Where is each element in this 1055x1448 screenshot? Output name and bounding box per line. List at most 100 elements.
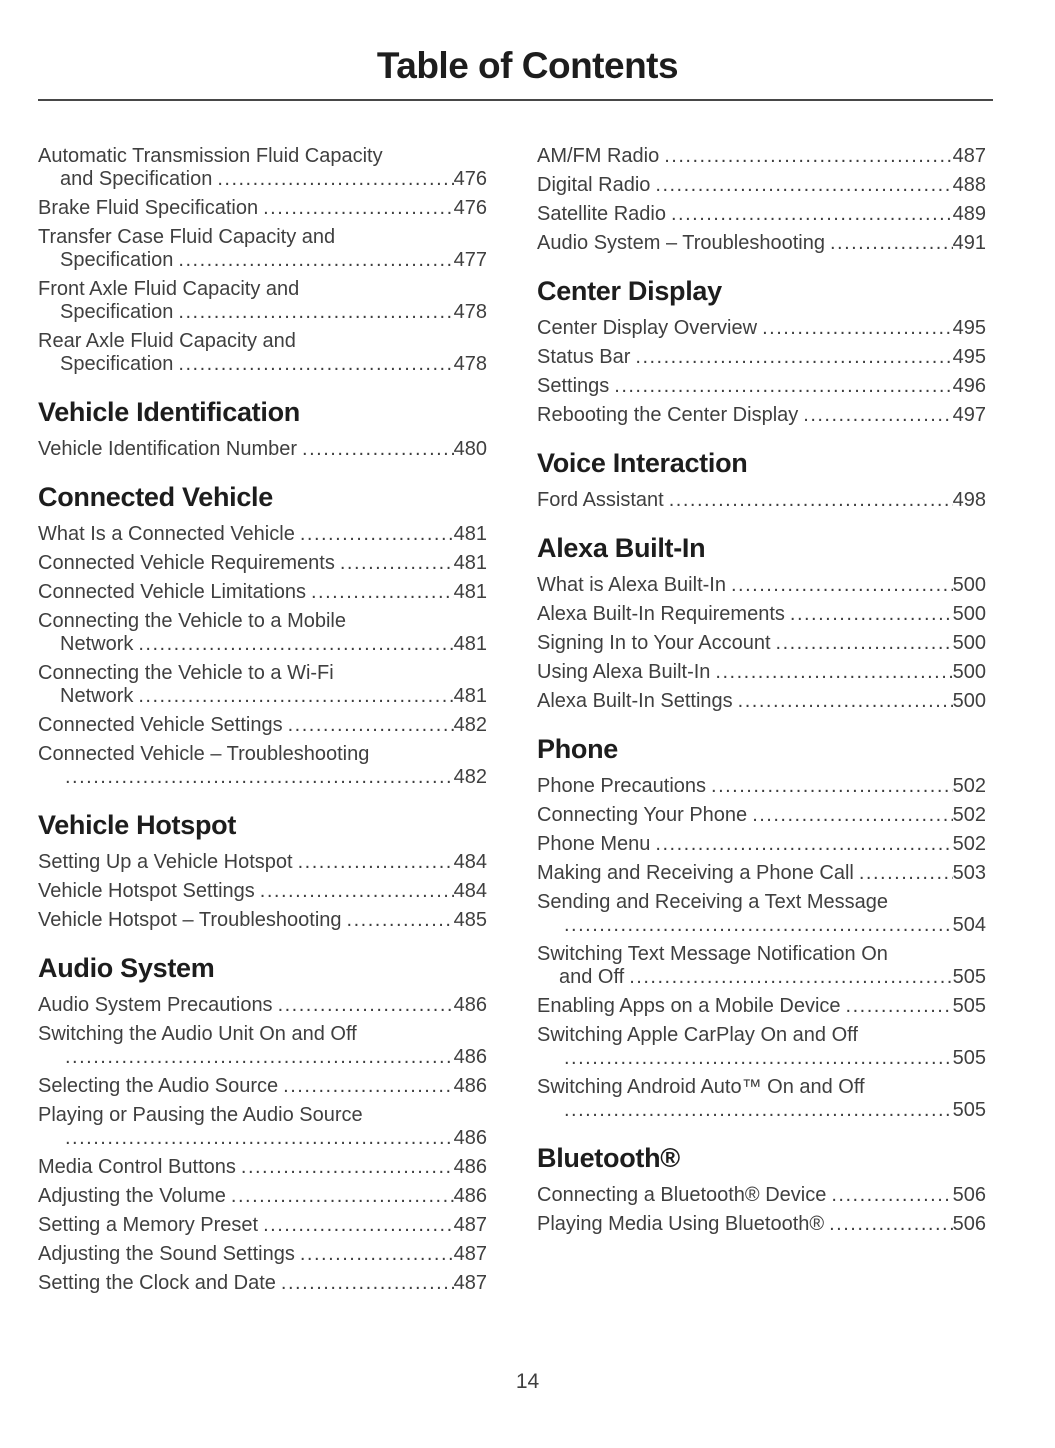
section-heading: Center Display bbox=[537, 276, 722, 306]
toc-entry-line: Setting the Clock and Date 487 bbox=[38, 1272, 487, 1295]
toc-entry: Front Axle Fluid Capacity and Specificati… bbox=[38, 278, 487, 324]
page-ref: 505 bbox=[952, 966, 986, 988]
page-ref: 491 bbox=[952, 232, 986, 254]
page-ref: 506 bbox=[952, 1184, 986, 1206]
toc-entry: Settings 496 bbox=[537, 375, 986, 398]
dotted-leader bbox=[241, 1156, 454, 1179]
entry-title: Connecting a Bluetooth® Device bbox=[537, 1184, 827, 1206]
toc-entry: Switching the Audio Unit On and Off 486 bbox=[38, 1023, 487, 1069]
toc-entry: Signing In to Your Account 500 bbox=[537, 632, 986, 655]
dotted-leader bbox=[65, 1046, 454, 1069]
page-ref: 487 bbox=[453, 1243, 487, 1265]
toc-entry: Adjusting the Sound Settings 487 bbox=[38, 1243, 487, 1266]
page-ref: 495 bbox=[952, 317, 986, 339]
dotted-leader bbox=[831, 1184, 952, 1207]
toc-entry-line: Adjusting the Volume 486 bbox=[38, 1185, 487, 1208]
entry-title: Audio System – Troubleshooting bbox=[537, 232, 825, 254]
toc-entry-line: Playing or Pausing the Audio Source bbox=[38, 1104, 487, 1127]
page-ref: 500 bbox=[952, 661, 986, 683]
toc-entry-line: Digital Radio 488 bbox=[537, 174, 986, 197]
toc-entry-line: Connecting Your Phone 502 bbox=[537, 804, 986, 827]
toc-entry-line: Using Alexa Built-In 500 bbox=[537, 661, 986, 684]
dotted-leader bbox=[283, 1075, 453, 1098]
dotted-leader bbox=[655, 833, 952, 856]
entry-title: Connecting the Vehicle to a Wi-Fi bbox=[38, 662, 334, 684]
page-ref: 484 bbox=[453, 880, 487, 902]
toc-entry-line: Brake Fluid Specification 476 bbox=[38, 197, 487, 220]
toc-entry: Automatic Transmission Fluid Capacity and… bbox=[38, 145, 487, 191]
dotted-leader bbox=[711, 775, 953, 798]
toc-entry-line: Sending and Receiving a Text Message bbox=[537, 891, 986, 914]
dotted-leader bbox=[629, 966, 952, 989]
toc-entry: Playing or Pausing the Audio Source 486 bbox=[38, 1104, 487, 1150]
toc-entry-line: Switching the Audio Unit On and Off bbox=[38, 1023, 487, 1046]
toc-entry: Setting the Clock and Date 487 bbox=[38, 1272, 487, 1295]
toc-entry-line: Rebooting the Center Display 497 bbox=[537, 404, 986, 427]
toc-entry: Rebooting the Center Display 497 bbox=[537, 404, 986, 427]
toc-entry: Connected Vehicle Limitations 481 bbox=[38, 581, 487, 604]
page-ref: 505 bbox=[952, 995, 986, 1017]
dotted-leader bbox=[762, 317, 953, 340]
entry-title: Signing In to Your Account bbox=[537, 632, 771, 654]
page-ref: 485 bbox=[453, 909, 487, 931]
entry-title: What Is a Connected Vehicle bbox=[38, 523, 295, 545]
entry-title: What is Alexa Built-In bbox=[537, 574, 726, 596]
section-heading: Audio System bbox=[38, 953, 215, 983]
toc-entry-line: What Is a Connected Vehicle 481 bbox=[38, 523, 487, 546]
toc-entry: Setting a Memory Preset 487 bbox=[38, 1214, 487, 1237]
page-ref: 478 bbox=[453, 353, 487, 375]
entry-title: Media Control Buttons bbox=[38, 1156, 236, 1178]
toc-entry: Connecting the Vehicle to a Wi-Fi Network… bbox=[38, 662, 487, 708]
toc-entry: Connecting the Vehicle to a Mobile Networ… bbox=[38, 610, 487, 656]
toc-entry-line: and Specification 476 bbox=[38, 168, 487, 191]
entry-title: Connecting Your Phone bbox=[537, 804, 748, 826]
toc-entry-line: Ford Assistant 498 bbox=[537, 489, 986, 512]
dotted-leader bbox=[260, 880, 454, 903]
toc-entry: Switching Text Message Notification On an… bbox=[537, 943, 986, 989]
toc-entry-line: Connected Vehicle Requirements 481 bbox=[38, 552, 487, 575]
page-ref: 476 bbox=[453, 168, 487, 190]
dotted-leader bbox=[178, 249, 453, 272]
page-ref: 482 bbox=[453, 714, 487, 736]
toc-entry: What Is a Connected Vehicle 481 bbox=[38, 523, 487, 546]
page-ref: 482 bbox=[453, 766, 487, 788]
toc-entry: Setting Up a Vehicle Hotspot 484 bbox=[38, 851, 487, 874]
entry-title: Rear Axle Fluid Capacity and bbox=[38, 330, 296, 352]
entry-title: Adjusting the Volume bbox=[38, 1185, 226, 1207]
page-ref: 486 bbox=[453, 1156, 487, 1178]
dotted-leader bbox=[178, 301, 453, 324]
toc-entry-line: What is Alexa Built-In 500 bbox=[537, 574, 986, 597]
toc-entry: Sending and Receiving a Text Message 504 bbox=[537, 891, 986, 937]
entry-title: Specification bbox=[60, 353, 174, 375]
dotted-leader bbox=[564, 914, 953, 937]
entry-title: Phone Menu bbox=[537, 833, 651, 855]
dotted-leader bbox=[738, 690, 953, 713]
dotted-leader bbox=[340, 552, 454, 575]
entry-title: Enabling Apps on a Mobile Device bbox=[537, 995, 841, 1017]
entry-title: Specification bbox=[60, 249, 174, 271]
dotted-leader bbox=[138, 685, 453, 708]
entry-title: Audio System Precautions bbox=[38, 994, 273, 1016]
entry-title: Setting a Memory Preset bbox=[38, 1214, 259, 1236]
entry-title: Network bbox=[60, 633, 134, 655]
toc-entry: AM/FM Radio 487 bbox=[537, 145, 986, 168]
toc-entry-line: Satellite Radio 489 bbox=[537, 203, 986, 226]
page-ref: 486 bbox=[453, 1127, 487, 1149]
dotted-leader bbox=[178, 353, 453, 376]
entry-title: Connecting the Vehicle to a Mobile bbox=[38, 610, 346, 632]
toc-entry: Alexa Built-In Settings 500 bbox=[537, 690, 986, 713]
toc-entry-line: Phone Precautions 502 bbox=[537, 775, 986, 798]
page-ref: 506 bbox=[952, 1213, 986, 1235]
toc-entry-line: AM/FM Radio 487 bbox=[537, 145, 986, 168]
dotted-leader bbox=[278, 994, 454, 1017]
entry-title: and Specification bbox=[60, 168, 213, 190]
toc-entry-line: Making and Receiving a Phone Call 503 bbox=[537, 862, 986, 885]
dotted-leader bbox=[664, 145, 952, 168]
toc-entry-line: 482 bbox=[38, 766, 487, 789]
toc-entry-line: Specification 477 bbox=[38, 249, 487, 272]
page-ref: 503 bbox=[952, 862, 986, 884]
toc-entry: Alexa Built-In Requirements 500 bbox=[537, 603, 986, 626]
entry-title: Satellite Radio bbox=[537, 203, 666, 225]
entry-title: Playing or Pausing the Audio Source bbox=[38, 1104, 363, 1126]
toc-entry-line: Vehicle Identification Number 480 bbox=[38, 438, 487, 461]
